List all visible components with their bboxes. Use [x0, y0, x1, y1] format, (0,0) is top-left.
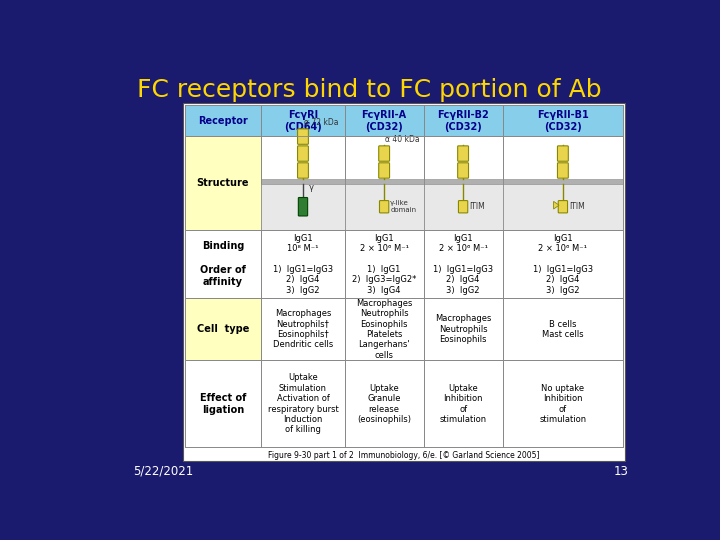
Bar: [423, 360, 503, 448]
Bar: [503, 360, 624, 448]
Text: No uptake
Inhibition
of
stimulation: No uptake Inhibition of stimulation: [539, 384, 587, 424]
Bar: [345, 299, 423, 360]
Text: γ-like
domain: γ-like domain: [390, 200, 416, 213]
Text: Uptake
Stimulation
Activation of
respiratory burst
Induction
of killing: Uptake Stimulation Activation of respira…: [268, 373, 338, 434]
Bar: [261, 230, 345, 299]
Bar: [345, 360, 423, 448]
FancyBboxPatch shape: [379, 146, 390, 161]
Text: Cell  type: Cell type: [197, 325, 249, 334]
Bar: [423, 105, 503, 137]
Text: IgG1
2 × 10⁶ M⁻¹

1)  IgG1
2)  IgG3=IgG2*
3)  IgG4: IgG1 2 × 10⁶ M⁻¹ 1) IgG1 2) IgG3=IgG2* 3…: [352, 234, 416, 295]
FancyBboxPatch shape: [557, 146, 568, 161]
Text: FC receptors bind to FC portion of Ab: FC receptors bind to FC portion of Ab: [137, 78, 601, 102]
FancyBboxPatch shape: [379, 163, 390, 178]
Bar: [184, 137, 261, 230]
FancyBboxPatch shape: [297, 163, 308, 178]
Bar: [261, 137, 345, 230]
Bar: [503, 137, 624, 230]
Bar: [503, 299, 624, 360]
FancyBboxPatch shape: [459, 200, 468, 213]
Text: IgG1
2 × 10⁶ M⁻¹

1)  IgG1=IgG3
2)  IgG4
3)  IgG2: IgG1 2 × 10⁶ M⁻¹ 1) IgG1=IgG3 2) IgG4 3)…: [433, 234, 493, 295]
Bar: [503, 105, 624, 137]
Bar: [423, 299, 503, 360]
Text: Macrophages
Neutrophils†
Eosinophils†
Dendritic cells: Macrophages Neutrophils† Eosinophils† De…: [273, 309, 333, 349]
Bar: [184, 360, 261, 448]
Bar: [261, 179, 624, 184]
Text: FcγRII-A
(CD32): FcγRII-A (CD32): [361, 110, 407, 132]
Text: IgG1
2 × 10⁶ M⁻¹

1)  IgG1=IgG3
2)  IgG4
3)  IgG2: IgG1 2 × 10⁶ M⁻¹ 1) IgG1=IgG3 2) IgG4 3)…: [533, 234, 593, 295]
FancyBboxPatch shape: [297, 129, 308, 144]
Text: FcγRII-B1
(CD32): FcγRII-B1 (CD32): [537, 110, 589, 132]
Text: FcγRII-B2
(CD32): FcγRII-B2 (CD32): [437, 110, 489, 132]
FancyBboxPatch shape: [558, 200, 567, 213]
Text: B cells
Mast cells: B cells Mast cells: [542, 320, 584, 339]
Polygon shape: [554, 201, 559, 209]
Text: Uptake
Inhibition
of
stimulation: Uptake Inhibition of stimulation: [439, 384, 487, 424]
Bar: [345, 105, 423, 137]
Text: FcγRI
(CD64): FcγRI (CD64): [284, 110, 322, 132]
Text: Binding

Order of
affinity: Binding Order of affinity: [200, 241, 246, 287]
Text: ITIM: ITIM: [469, 202, 485, 211]
Bar: [183, 103, 625, 461]
Text: Uptake
Granule
release
(eosinophils): Uptake Granule release (eosinophils): [357, 384, 411, 424]
Bar: [261, 360, 345, 448]
Text: α 72 kDa: α 72 kDa: [304, 118, 338, 126]
Bar: [503, 230, 624, 299]
Text: Macrophages
Neutrophils
Eosinophils
Platelets
Langerhans'
cells: Macrophages Neutrophils Eosinophils Plat…: [356, 299, 413, 360]
Bar: [184, 105, 261, 137]
Text: ITIM: ITIM: [569, 202, 585, 211]
Text: γ: γ: [309, 183, 314, 192]
Text: 13: 13: [613, 465, 629, 478]
Bar: [345, 137, 423, 230]
Text: α 40 kDa: α 40 kDa: [385, 134, 420, 144]
Bar: [184, 230, 261, 299]
Bar: [261, 105, 345, 137]
FancyBboxPatch shape: [298, 198, 307, 216]
Bar: [423, 230, 503, 299]
Bar: [261, 299, 345, 360]
Bar: [345, 230, 423, 299]
Text: Figure 9-30 part 1 of 2  Immunobiology, 6/e. [© Garland Science 2005]: Figure 9-30 part 1 of 2 Immunobiology, 6…: [268, 451, 539, 460]
FancyBboxPatch shape: [557, 163, 568, 178]
Text: Effect of
ligation: Effect of ligation: [199, 393, 246, 415]
Bar: [184, 299, 261, 360]
Text: Receptor: Receptor: [198, 116, 248, 126]
Bar: [261, 184, 624, 230]
FancyBboxPatch shape: [379, 200, 389, 213]
FancyBboxPatch shape: [458, 146, 469, 161]
Text: 5/22/2021: 5/22/2021: [132, 465, 193, 478]
FancyBboxPatch shape: [458, 163, 469, 178]
Text: Macrophages
Neutrophils
Eosinophils: Macrophages Neutrophils Eosinophils: [435, 314, 491, 344]
Text: Structure: Structure: [197, 178, 249, 188]
FancyBboxPatch shape: [297, 146, 308, 161]
Text: IgG1
10⁸ M⁻¹

1)  IgG1=IgG3
2)  IgG4
3)  IgG2: IgG1 10⁸ M⁻¹ 1) IgG1=IgG3 2) IgG4 3) IgG…: [273, 234, 333, 295]
Bar: [423, 137, 503, 230]
